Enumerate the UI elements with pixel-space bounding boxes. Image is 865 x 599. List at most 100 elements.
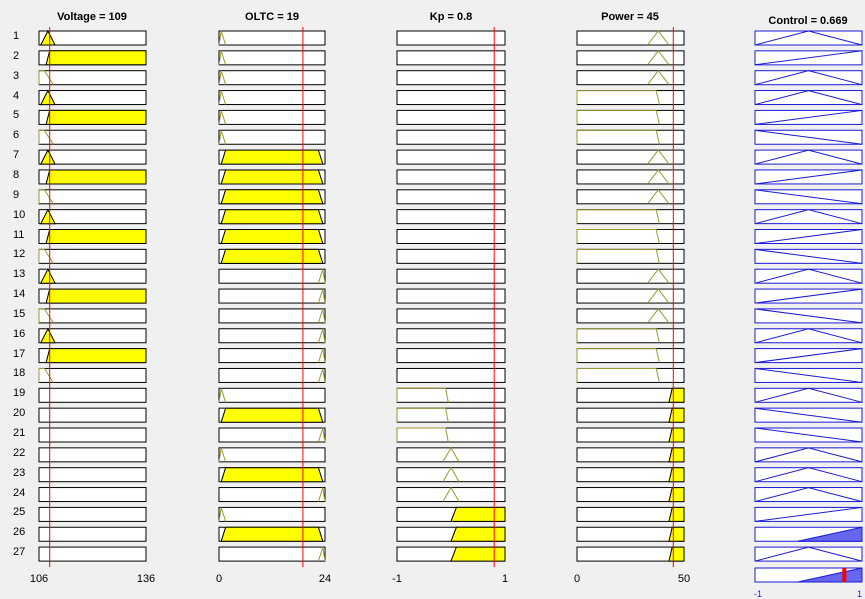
voltage-rule-box: [38, 129, 147, 145]
voltage-max-tick: 136: [136, 573, 156, 585]
voltage-rule-box: [38, 90, 147, 106]
oltc-mf-fill: [220, 407, 324, 423]
rule-number: 27: [13, 546, 26, 559]
oltc-rule-box: [218, 70, 326, 86]
power-rule-box: [576, 487, 685, 503]
kp-rule-box: [396, 189, 506, 205]
oltc-mf-curve: [317, 328, 326, 343]
oltc-mf-curve: [317, 288, 326, 304]
rule-number: 10: [13, 208, 26, 221]
voltage-title: Voltage = 109: [57, 11, 127, 23]
oltc-mf-curve: [218, 90, 227, 105]
oltc-rule-box: [218, 546, 326, 562]
power-mf-curve: [576, 109, 660, 125]
kp-rule-box: [396, 149, 506, 165]
voltage-mf-fill: [39, 208, 56, 225]
voltage-mf-fill: [39, 148, 56, 165]
power-mf-fill: [668, 467, 685, 483]
power-mf-curve: [576, 368, 660, 383]
oltc-mf-curve: [218, 447, 227, 463]
oltc-rule-box: [218, 348, 326, 364]
voltage-rule-box: [38, 30, 147, 46]
rule-number: 19: [13, 387, 26, 400]
control-mf-curve: [754, 407, 863, 423]
control-mf-curve: [754, 348, 863, 364]
kp-title: Kp = 0.8: [429, 11, 473, 23]
voltage-rule-box: [38, 189, 147, 205]
oltc-mf-curve: [218, 130, 227, 145]
control-mf-curve: [754, 546, 863, 562]
power-mf-curve: [576, 209, 660, 224]
kp-mf-fill: [450, 526, 506, 542]
oltc-rule-box: [218, 30, 326, 46]
power-rule-box: [576, 229, 685, 244]
oltc-mf-fill: [220, 209, 324, 225]
oltc-rule-box: [218, 129, 326, 145]
power-title: Power = 45: [601, 11, 659, 23]
control-rule-box: [754, 90, 863, 106]
rule-number: 20: [13, 407, 26, 420]
kp-rule-box: [396, 70, 506, 86]
power-rule-box: [576, 387, 685, 403]
rule-number: 12: [13, 248, 26, 261]
voltage-mf-curve: [38, 248, 54, 264]
kp-rule-box: [396, 109, 506, 125]
kp-rule-box: [396, 348, 506, 364]
power-rule-box: [576, 308, 685, 324]
control-rule-box: [754, 209, 863, 225]
power-rule-box: [576, 367, 685, 383]
power-rule-box: [576, 70, 685, 86]
power-mf-curve: [576, 90, 660, 105]
oltc-mf-curve: [218, 50, 227, 65]
power-rule-box: [576, 467, 685, 483]
oltc-rule-box: [218, 50, 326, 66]
voltage-mf-fill: [45, 109, 147, 125]
power-mf-fill: [668, 407, 685, 423]
control-mf-curve: [754, 427, 863, 443]
rule-number: 21: [13, 427, 26, 439]
power-mf-curve: [576, 348, 660, 363]
oltc-rule-box: [218, 268, 326, 284]
control-mf-curve: [754, 387, 863, 403]
control-mf-curve: [754, 90, 863, 106]
control-rule-box: [754, 30, 863, 46]
rule-number: 11: [13, 228, 25, 241]
power-rule-box: [576, 546, 685, 562]
kp-min-tick: -1: [392, 573, 402, 585]
oltc-rule-box: [218, 328, 326, 344]
power-mf-curve: [647, 69, 670, 86]
control-mf-curve: [754, 467, 863, 483]
power-rule-box: [576, 129, 685, 145]
rule-number: 18: [13, 367, 26, 380]
power-rule-box: [576, 169, 685, 185]
kp-rule-box: [396, 467, 506, 483]
control-rule-box: [754, 447, 863, 463]
voltage-rule-box: [38, 367, 147, 383]
oltc-mf-fill: [220, 248, 324, 264]
power-rule-box: [576, 50, 685, 66]
power-rule-box: [576, 189, 685, 205]
control-rule-box: [754, 328, 863, 344]
kp-rule-box: [396, 129, 506, 145]
voltage-mf-fill: [39, 327, 56, 344]
oltc-mf-fill: [220, 169, 324, 185]
power-rule-box: [576, 506, 685, 522]
control-mf-curve: [754, 447, 863, 463]
control-mf-fill: [797, 526, 863, 542]
rule-number: 6: [13, 129, 20, 142]
power-rule-box: [576, 30, 685, 46]
oltc-mf-curve: [317, 427, 326, 443]
control-mf-curve: [754, 169, 863, 185]
control-rule-box: [754, 70, 863, 86]
rule-number: 1: [13, 30, 20, 42]
power-mf-curve: [576, 129, 660, 145]
rule-number: 7: [13, 149, 20, 162]
rule-number: 2: [13, 49, 20, 62]
voltage-mf-curve: [38, 368, 54, 383]
oltc-min-tick: 0: [215, 573, 223, 585]
power-mf-fill: [668, 427, 685, 443]
kp-max-tick: 1: [501, 573, 509, 585]
power-rule-box: [576, 90, 685, 106]
